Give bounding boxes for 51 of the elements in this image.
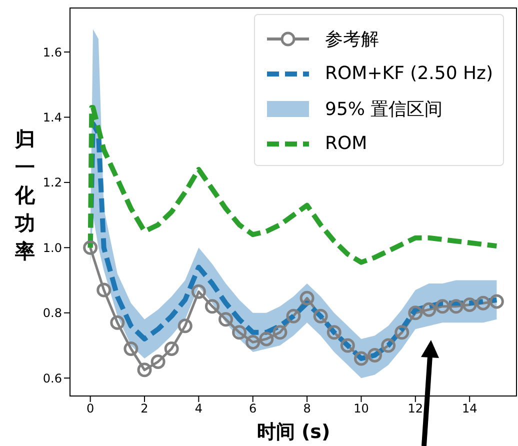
point [354, 351, 368, 366]
x-tick-label: 0 [86, 402, 94, 416]
point [83, 240, 98, 255]
point [462, 297, 477, 312]
point [422, 302, 436, 317]
point [435, 299, 450, 314]
point [218, 312, 234, 327]
y-tick-label: 0.6 [42, 371, 62, 386]
point [137, 362, 152, 378]
x-tick-label: 12 [408, 402, 424, 416]
point [232, 325, 247, 340]
point [191, 284, 206, 299]
y-tick-label: 1.0 [42, 240, 62, 255]
point [489, 294, 504, 309]
y-tick-label: 1.6 [42, 45, 62, 60]
point [204, 299, 220, 314]
y-tick-label: 0.8 [42, 306, 62, 320]
point [286, 308, 301, 324]
y-tick-label: 1.2 [42, 176, 62, 190]
y-tick-label: 1.4 [42, 110, 62, 124]
point [124, 341, 138, 356]
point [300, 290, 314, 306]
point [326, 325, 342, 340]
point [381, 338, 396, 353]
annotation: 95% 置信区间 [325, 98, 443, 120]
point [476, 296, 490, 310]
legend-label: ROM+KF (2.50 Hz) [325, 63, 493, 84]
point [96, 282, 112, 298]
x-tick-label: 10 [354, 402, 369, 416]
x-axis-title: 时间 (s) [256, 421, 330, 443]
x-tick-label: 2 [140, 402, 148, 416]
point [259, 332, 274, 346]
y-axis-title: 归一化功率 [14, 126, 36, 265]
point [394, 325, 410, 340]
point [340, 338, 355, 353]
point [368, 348, 382, 362]
point [448, 299, 464, 314]
x-tick-label: 6 [249, 402, 257, 416]
legend-label: ROM [325, 133, 368, 154]
point [150, 354, 166, 370]
x-tick-label: 14 [462, 402, 478, 416]
point [313, 308, 328, 324]
point [164, 341, 179, 356]
point [272, 325, 288, 340]
point [246, 334, 260, 350]
point [408, 306, 423, 320]
x-tick-label: 8 [303, 402, 311, 416]
point [178, 318, 192, 334]
point [110, 315, 125, 330]
legend-label: 参考解 [325, 28, 379, 50]
x-tick-label: 4 [194, 402, 202, 416]
